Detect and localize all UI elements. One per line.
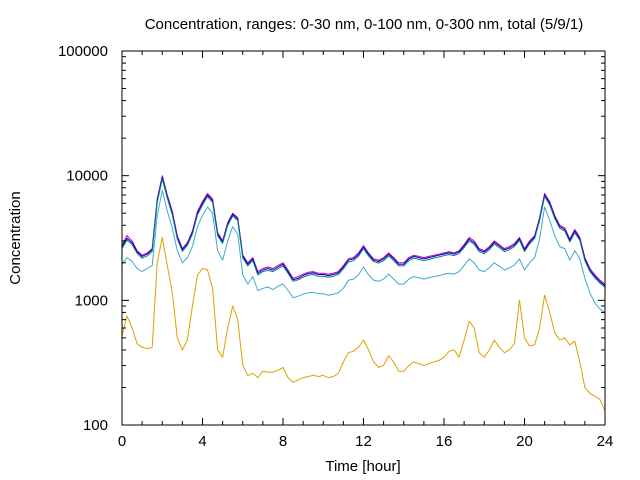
- x-axis-label: Time [hour]: [325, 458, 400, 475]
- series-line-3: [121, 178, 606, 288]
- x-tick-label: 0: [118, 433, 126, 450]
- x-axis: 0 4 8 12 16 20 24: [118, 51, 614, 450]
- series-line-2: [121, 176, 606, 287]
- x-tick-label: 8: [279, 433, 287, 450]
- series-line-1: [121, 175, 606, 285]
- y-axis: 100 1000 10000 100000: [58, 43, 605, 434]
- x-tick-label: 24: [597, 433, 614, 450]
- x-tick-label: 12: [355, 433, 372, 450]
- y-tick-label: 100: [83, 417, 108, 434]
- y-tick-label: 10000: [66, 168, 108, 185]
- chart-title: Concentration, ranges: 0-30 nm, 0-100 nm…: [145, 16, 584, 33]
- y-tick-label: 100000: [58, 43, 108, 60]
- x-tick-label: 4: [198, 433, 206, 450]
- series-lines: [121, 175, 606, 412]
- series-line-5: [121, 236, 606, 412]
- x-tick-label: 20: [516, 433, 533, 450]
- y-tick-label: 1000: [75, 292, 108, 309]
- y-axis-label: Concentration: [7, 191, 24, 284]
- x-tick-label: 16: [436, 433, 453, 450]
- series-line-4: [121, 190, 606, 313]
